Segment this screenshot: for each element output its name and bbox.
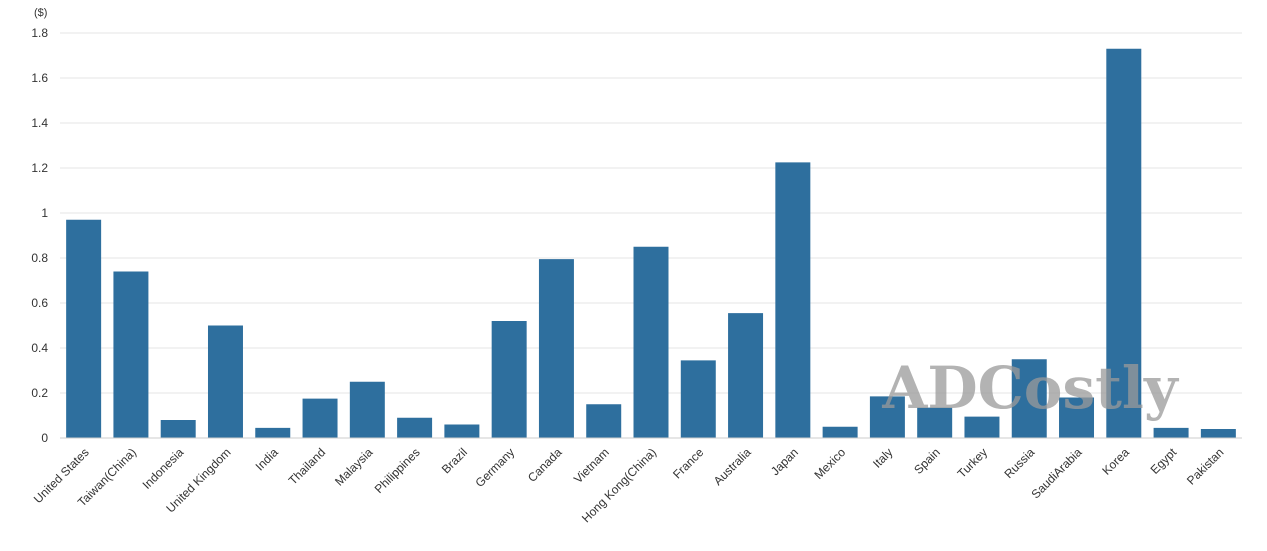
y-tick-label: 1.4 — [31, 116, 48, 130]
bar — [964, 416, 1000, 438]
x-category-label: Russia — [1002, 445, 1038, 481]
bar — [113, 271, 149, 438]
x-category-label: Egypt — [1148, 445, 1180, 477]
y-tick-label: 1.2 — [31, 161, 48, 175]
bar — [160, 420, 196, 438]
bar — [1153, 427, 1189, 438]
y-tick-label: 0.8 — [31, 251, 48, 265]
y-tick-label: 0.2 — [31, 386, 48, 400]
x-category-label: Indonesia — [140, 445, 187, 492]
x-category-label: Turkey — [955, 445, 991, 481]
y-tick-label: 1.6 — [31, 71, 48, 85]
y-tick-label: 0.6 — [31, 296, 48, 310]
bar — [917, 407, 953, 438]
bar — [397, 417, 433, 438]
bar — [633, 246, 669, 438]
x-category-label: France — [670, 445, 707, 482]
bar — [207, 325, 243, 438]
bar — [66, 219, 102, 438]
bar — [586, 404, 622, 438]
bar — [255, 427, 291, 438]
bar — [491, 321, 527, 438]
bar — [1200, 429, 1236, 438]
x-category-label: Vietnam — [571, 445, 612, 486]
y-tick-label: 1.8 — [31, 26, 48, 40]
x-category-label: Spain — [911, 445, 943, 477]
y-axis-ticks: 0 0.2 0.4 0.6 0.8 1 1.2 1.4 1.6 1.8 — [31, 26, 48, 445]
bar — [822, 426, 858, 438]
bar — [444, 424, 480, 438]
x-category-label: Mexico — [811, 445, 848, 482]
bar — [302, 398, 338, 438]
y-axis-unit-label: ($) — [34, 7, 47, 19]
y-tick-label: 1 — [41, 206, 48, 220]
x-category-label: SaudiArabia — [1029, 445, 1085, 501]
x-category-label: Italy — [870, 445, 895, 470]
x-category-label: Malaysia — [332, 445, 376, 489]
bar — [349, 381, 385, 438]
bar — [538, 259, 574, 438]
y-tick-label: 0.4 — [31, 341, 48, 355]
bar — [775, 162, 811, 438]
bars — [66, 48, 1236, 438]
x-category-label: Brazil — [439, 445, 470, 476]
x-category-label: Thailand — [286, 445, 328, 487]
watermark-logo: ADCostly — [881, 354, 1180, 422]
x-category-label: Pakistan — [1184, 445, 1226, 487]
bar — [1011, 359, 1047, 438]
bar — [1106, 48, 1142, 438]
x-category-label: Canada — [525, 445, 565, 485]
x-category-label: Japan — [768, 445, 801, 478]
bar — [869, 396, 905, 438]
bar — [728, 313, 764, 438]
x-category-label: Philippines — [372, 445, 423, 496]
bar — [1059, 397, 1095, 438]
gridlines — [60, 32, 1242, 394]
x-category-label: Korea — [1099, 445, 1132, 478]
x-category-label: Germany — [472, 445, 517, 490]
x-category-label: Australia — [711, 445, 754, 488]
bar — [680, 360, 716, 438]
x-category-label: India — [253, 445, 282, 474]
y-tick-label: 0 — [41, 431, 48, 445]
